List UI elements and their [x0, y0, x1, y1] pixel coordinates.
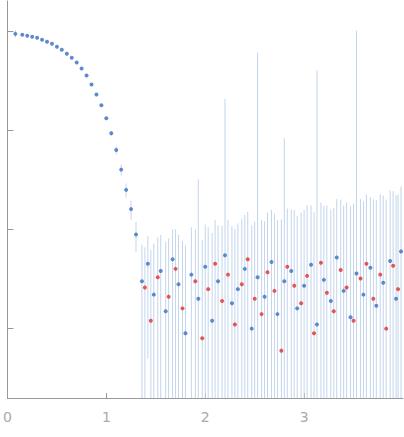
svg-text:0: 0: [3, 409, 12, 425]
svg-text:2: 2: [201, 409, 210, 425]
svg-text:3: 3: [300, 409, 309, 425]
svg-text:1: 1: [102, 409, 111, 425]
